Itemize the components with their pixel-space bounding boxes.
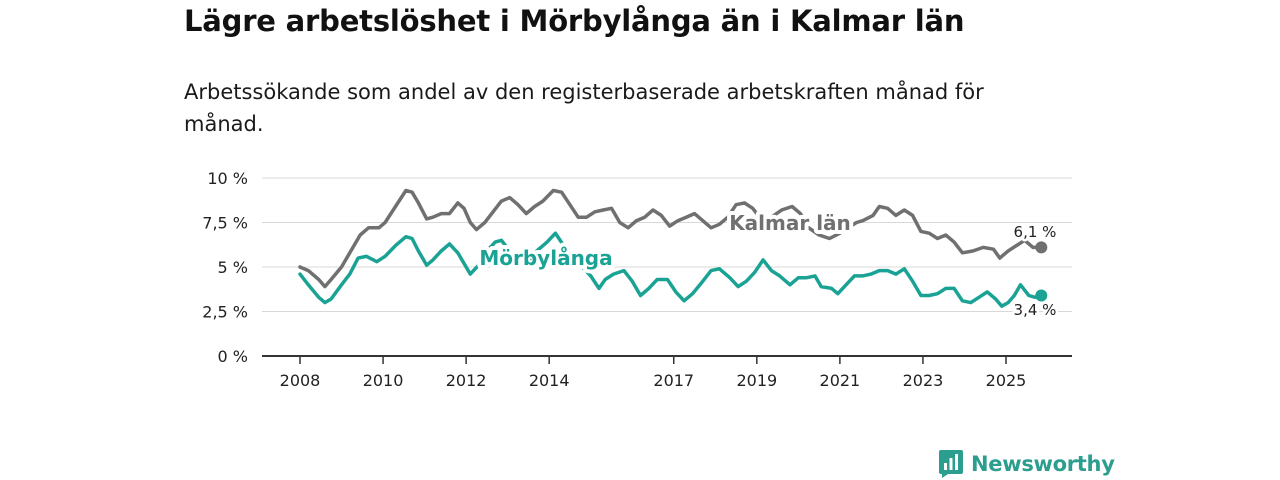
series-end-point (1035, 241, 1048, 254)
y-tick-label: 5 % (218, 258, 248, 277)
series-label-halo: Kalmar län (729, 211, 851, 235)
series-layer (298, 188, 1048, 308)
x-tick-label: 2021 (820, 371, 861, 390)
chart-title: Lägre arbetslöshet i Mörbylånga än i Kal… (184, 4, 965, 38)
x-tick-label: 2008 (280, 371, 321, 390)
brand-name: Newsworthy (971, 452, 1115, 476)
newsworthy-logo: Newsworthy (938, 449, 1115, 479)
y-tick-label: 10 % (207, 169, 248, 188)
y-tick-label: 2,5 % (202, 303, 248, 322)
series-end-point (1035, 289, 1048, 302)
grid-layer (262, 177, 1072, 312)
y-tick-label: 7,5 % (202, 214, 248, 233)
series-label: Kalmar län (729, 211, 851, 235)
y-tick-label: 0 % (218, 347, 248, 366)
series-line-morbylanga (298, 231, 1044, 308)
x-tick-label: 2014 (529, 371, 570, 390)
end-label-halo: 3,4 % (1014, 301, 1057, 319)
x-tick-label: 2017 (653, 371, 694, 390)
series-label-halo: Mörbylånga (479, 246, 612, 270)
x-tick-label: 2023 (903, 371, 944, 390)
end-value-label: 6,1 % (1014, 223, 1057, 241)
x-tick-label: 2025 (986, 371, 1027, 390)
x-axis-ticks: 2008 2010 2012 2014 2017 2019 2021 2023 2025 (280, 356, 1027, 390)
series-line-kalmar-lan (298, 188, 1044, 289)
series-label: Mörbylånga (479, 246, 612, 270)
x-tick-label: 2019 (736, 371, 777, 390)
end-label-halo: 6,1 % (1014, 223, 1057, 241)
y-axis-ticks: 0 % 2,5 % 5 % 7,5 % 10 % (202, 169, 248, 366)
bar-chart-icon (939, 450, 963, 478)
chart-subtitle: Arbetssökande som andel av den registerb… (184, 80, 984, 136)
x-tick-label: 2010 (363, 371, 404, 390)
end-value-label: 3,4 % (1014, 301, 1057, 319)
x-tick-label: 2012 (446, 371, 487, 390)
